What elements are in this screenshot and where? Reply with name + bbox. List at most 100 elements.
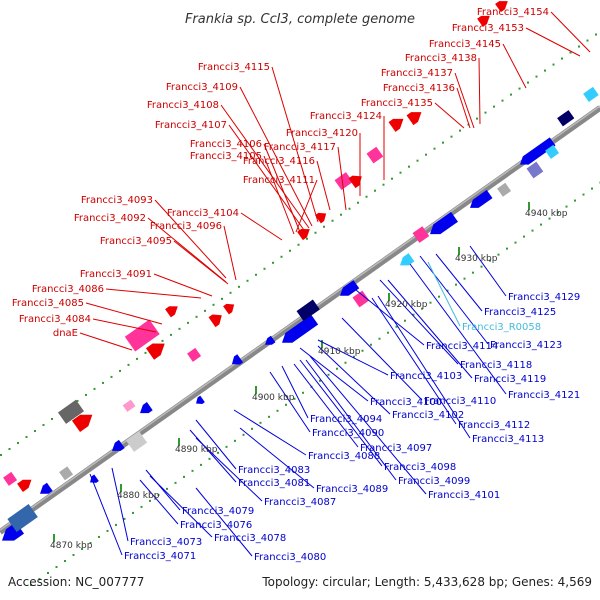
track-dot [340,213,342,216]
track-dot [501,99,504,102]
reverse-gene [7,503,38,533]
leader-line [355,289,425,346]
reverse-gene-label: Francci3_4100 [370,397,442,408]
reverse-gene [470,189,493,208]
forward-gene-label: Francci3_4136 [383,83,455,94]
track-dot [140,505,143,508]
forward-gene-label: Francci3_4135 [361,98,433,109]
leader-line [379,279,459,365]
forward-gene-label: Francci3_4095 [100,236,172,247]
leader-line [316,160,331,211]
reverse-gene-label: Francci3_4121 [508,390,580,401]
reverse-gene-label: Francci3_4097 [360,443,432,454]
reverse-gene-label: Francci3_4081 [238,478,310,489]
track-dot [132,511,134,514]
track-dot [314,231,317,234]
reverse-gene-label: Francci3_4094 [310,414,382,425]
track-dot [293,397,296,400]
track-dot [30,584,32,586]
leader-line [419,255,489,345]
leader-line [317,339,389,376]
leader-line [456,87,471,129]
forward-gene [388,118,404,132]
leader-line [239,427,315,489]
track-dot [166,487,168,490]
track-dot [514,241,517,244]
track-dot [64,559,66,562]
track-dot [276,409,279,412]
reverse-gene [196,395,205,404]
scale-labels: 4870 kbp 4880 kbp 4890 kbp 4900 kbp 4910 kbp… [50,209,568,551]
track-dot [574,199,576,202]
track-dot [187,321,189,324]
track-dot [544,69,546,72]
reverse-gene-label: Francci3_4125 [484,307,556,318]
track-dot [47,571,49,574]
track-dot [370,343,372,346]
track-dot [38,577,41,580]
forward-gene [57,399,85,424]
track-dot [416,159,419,162]
track-dot [238,285,240,288]
track-dot [17,441,19,444]
reverse-gene [296,299,320,321]
track-dot [357,201,359,204]
track-dot [174,481,177,484]
forward-gene [334,172,353,191]
reverse-gene [557,110,575,127]
track-dot [438,295,440,298]
track-dot [191,469,194,472]
track-dot [365,195,368,198]
forward-gene [223,303,235,315]
leader-line [427,261,461,327]
track-dot [55,565,58,568]
track-dot [178,327,181,330]
reverse-gene [583,86,599,102]
forward-gene-label: Francci3_4145 [429,39,501,50]
track-dot [374,189,376,192]
reverse-gene-label: Francci3_4099 [398,476,470,487]
track-dot [472,271,474,274]
forward-gene-label: Francci3_4096 [150,221,222,232]
track-dot [476,117,478,120]
scale-tick-label: 4930 kbp [455,254,498,264]
forward-gene [165,306,178,318]
leader-line [478,57,481,125]
outer-ticks [0,33,597,456]
forward-gene [17,479,32,492]
track-dot [391,177,393,180]
track-dot [497,253,500,256]
track-dot [429,301,432,304]
track-dot [404,319,406,322]
leader-line [195,419,237,470]
track-dot [280,255,283,258]
forward-gene-label: Francci3_4138 [405,53,477,64]
track-dot [455,283,457,286]
track-dot [89,541,92,544]
track-dot [535,75,538,78]
track-dot [212,303,215,306]
track-dot [268,415,270,418]
forward-gene [124,319,160,352]
forward-gene [477,15,490,27]
forward-gene-label: Francci3_4116 [243,156,315,167]
leader-line [371,297,457,425]
reverse-gene [520,137,556,165]
reverse-gene [400,253,415,266]
reverse-gene [125,431,148,452]
forward-gene-label: Francci3_4117 [264,142,336,153]
track-dot [246,279,249,282]
track-dot [578,45,580,48]
scale-tick-label: 4940 kbp [525,209,568,219]
track-dot [569,51,572,54]
reverse-gene-label: Francci3_4071 [124,551,196,562]
forward-gene-label: Francci3_4111 [243,175,315,186]
scale-tick-marks [53,202,530,542]
reverse-gene [265,335,276,345]
reverse-genes [2,86,599,541]
track-dot [480,265,483,268]
leader-line [309,355,427,495]
forward-gene [208,314,222,328]
track-dot [98,535,100,538]
track-dot [161,339,164,342]
